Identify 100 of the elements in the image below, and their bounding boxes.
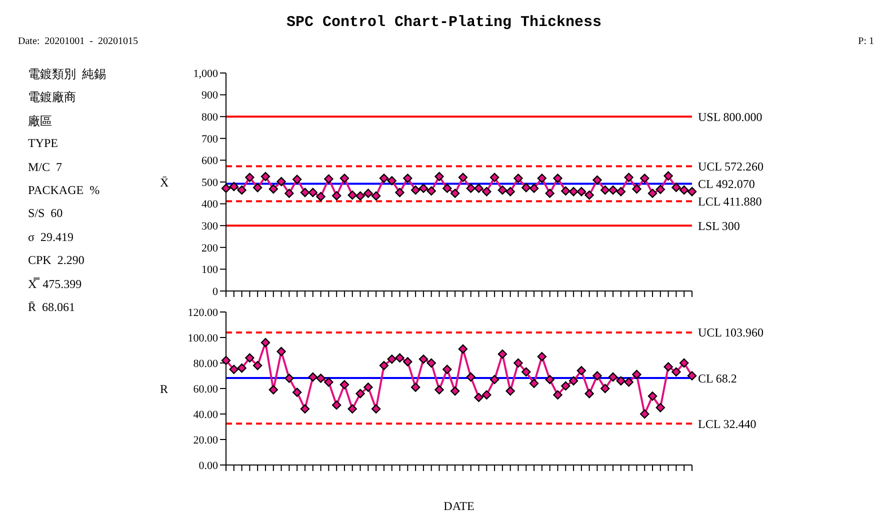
point — [474, 184, 484, 193]
point — [616, 186, 626, 196]
point — [284, 374, 294, 383]
point — [576, 366, 586, 376]
point — [316, 374, 326, 383]
point — [395, 188, 404, 198]
y-tick-label: 100.00 — [188, 332, 218, 344]
text: TYPE — [27, 136, 59, 152]
text: S/S 60 — [27, 206, 64, 222]
point — [410, 382, 420, 392]
ref-line-label: LCL 411.880 — [698, 194, 762, 208]
y-tick-label: 80.00 — [193, 358, 218, 370]
point — [268, 385, 278, 394]
point — [632, 184, 642, 194]
y-tick-label: 1,000 — [193, 68, 218, 80]
ref-line-label: LSL 300 — [698, 218, 740, 233]
point — [284, 188, 294, 198]
point — [506, 186, 515, 196]
point — [379, 360, 389, 370]
point — [332, 400, 342, 410]
point — [640, 409, 650, 419]
point — [561, 381, 570, 391]
point — [308, 188, 318, 198]
point — [387, 354, 396, 364]
point — [466, 184, 476, 193]
point — [664, 362, 673, 372]
point — [426, 186, 436, 196]
point — [308, 372, 318, 382]
point — [387, 176, 396, 186]
point — [482, 186, 492, 196]
y-tick-label: 120.00 — [188, 306, 218, 319]
point — [395, 353, 404, 362]
y-tick-label: 100 — [202, 264, 218, 276]
point — [537, 352, 547, 362]
point — [592, 175, 602, 185]
point — [276, 346, 286, 356]
y-tick-label: 0.00 — [198, 460, 218, 472]
point — [229, 364, 238, 374]
point — [324, 174, 334, 184]
point — [348, 404, 357, 414]
point — [561, 186, 570, 196]
point — [616, 376, 626, 386]
point — [529, 184, 539, 193]
point — [426, 358, 436, 368]
point — [458, 344, 468, 354]
point — [498, 349, 508, 359]
text: Date: 20201001 - 20201015 — [18, 36, 138, 47]
point — [680, 185, 689, 195]
point — [332, 191, 342, 200]
point — [490, 172, 500, 182]
point — [672, 367, 681, 377]
point — [237, 364, 246, 373]
y-tick-label: 20.00 — [193, 434, 218, 446]
point — [450, 386, 460, 396]
point — [403, 174, 412, 183]
point — [600, 384, 610, 394]
point — [648, 392, 658, 401]
point — [632, 370, 642, 380]
point — [442, 364, 452, 374]
point — [522, 367, 531, 377]
y-tick-label: 700 — [202, 133, 218, 146]
point — [260, 338, 270, 348]
point — [576, 186, 586, 196]
y-tick-label: 40.00 — [193, 408, 218, 421]
point — [490, 374, 500, 384]
point — [640, 174, 650, 183]
text: CPK 2.290 — [27, 253, 86, 270]
point — [434, 172, 444, 182]
point — [656, 184, 666, 194]
point — [324, 378, 334, 387]
point — [371, 404, 381, 414]
point — [656, 403, 666, 412]
text: PACKAGE % — [27, 182, 101, 199]
y-tick-label: 400 — [202, 198, 218, 211]
point — [529, 378, 539, 388]
point — [410, 185, 420, 195]
point — [252, 183, 262, 192]
point — [292, 174, 302, 184]
point — [221, 184, 231, 193]
y-axis-title: X̄ — [160, 175, 169, 190]
point — [268, 184, 278, 194]
point — [348, 190, 357, 200]
point — [568, 186, 578, 196]
point — [260, 172, 270, 182]
y-axis-title: R — [160, 382, 168, 396]
point — [537, 174, 547, 183]
point — [292, 388, 302, 397]
ref-line-label: USL 800.000 — [698, 110, 762, 124]
point — [371, 191, 381, 201]
ref-line-label: CL 492.070 — [698, 176, 755, 191]
point — [687, 186, 697, 196]
point — [434, 385, 444, 394]
point — [608, 185, 618, 195]
point — [300, 188, 310, 198]
point — [624, 172, 634, 182]
point — [356, 191, 365, 201]
y-tick-label: 300 — [202, 220, 218, 233]
point — [584, 389, 594, 398]
ref-line-label: UCL 572.260 — [698, 160, 764, 174]
point — [458, 172, 468, 182]
